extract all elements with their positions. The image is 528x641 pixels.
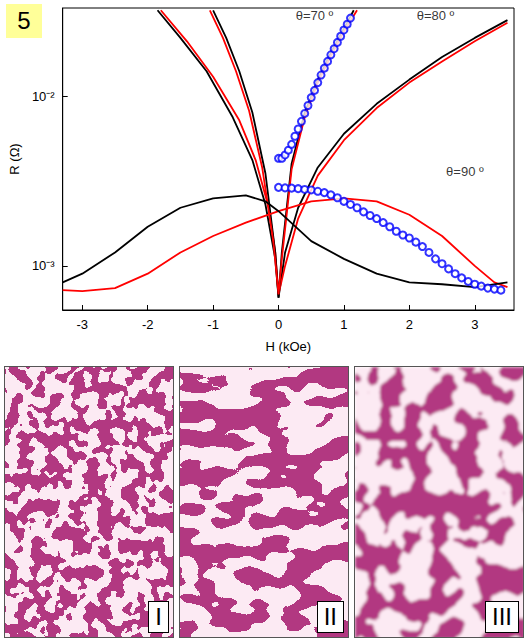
html-text:I: I (155, 603, 162, 630)
svg-text:1: 1 (340, 317, 347, 332)
svg-text:10⁻²: 10⁻² (32, 89, 55, 104)
html-text:5: 5 (17, 7, 31, 34)
svg-text:0: 0 (275, 317, 282, 332)
svg-text:-1: -1 (207, 317, 219, 332)
svg-text:θ=80 º: θ=80 º (417, 8, 455, 23)
svg-text:3: 3 (471, 317, 478, 332)
svg-text:θ=90 º: θ=90 º (446, 164, 484, 179)
svg-text:R (Ω): R (Ω) (7, 143, 22, 174)
svg-text:-3: -3 (77, 317, 89, 332)
svg-text:θ=70 º: θ=70 º (296, 8, 334, 23)
svg-text:10⁻³: 10⁻³ (32, 258, 55, 273)
svg-text:H (kOe): H (kOe) (266, 339, 312, 354)
html-text:II: II (323, 603, 337, 630)
html-text:III: III (492, 603, 512, 630)
svg-text:2: 2 (406, 317, 413, 332)
svg-text:-2: -2 (142, 317, 154, 332)
